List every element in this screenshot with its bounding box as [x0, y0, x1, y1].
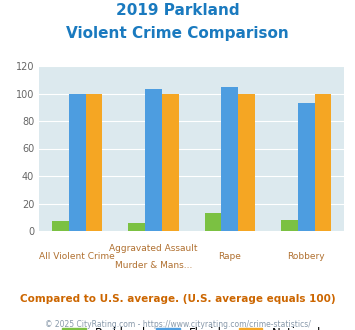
Text: © 2025 CityRating.com - https://www.cityrating.com/crime-statistics/: © 2025 CityRating.com - https://www.city… — [45, 320, 310, 329]
Bar — [145, 89, 162, 231]
Text: All Violent Crime: All Violent Crime — [39, 252, 115, 261]
Text: Compared to U.S. average. (U.S. average equals 100): Compared to U.S. average. (U.S. average … — [20, 294, 335, 304]
Bar — [162, 93, 179, 231]
Bar — [315, 93, 331, 231]
Bar — [86, 93, 102, 231]
Bar — [238, 93, 255, 231]
Text: Rape: Rape — [218, 252, 241, 261]
Bar — [205, 213, 222, 231]
Bar — [52, 221, 69, 231]
Text: 2019 Parkland: 2019 Parkland — [116, 3, 239, 18]
Bar — [298, 103, 315, 231]
Bar — [69, 93, 86, 231]
Legend: Parkland, Florida, National: Parkland, Florida, National — [58, 323, 326, 330]
Text: Aggravated Assault: Aggravated Assault — [109, 244, 198, 253]
Bar — [129, 223, 145, 231]
Bar — [281, 220, 298, 231]
Text: Robbery: Robbery — [288, 252, 325, 261]
Text: Violent Crime Comparison: Violent Crime Comparison — [66, 26, 289, 41]
Bar — [222, 86, 238, 231]
Text: Murder & Mans...: Murder & Mans... — [115, 261, 192, 270]
